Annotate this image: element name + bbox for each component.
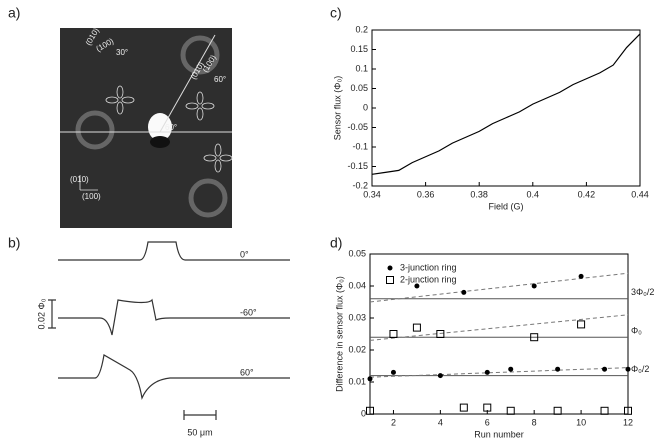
- panel-label: d): [330, 235, 342, 251]
- point: [555, 366, 561, 372]
- y-tick-label: 0: [361, 408, 366, 418]
- point: [600, 406, 609, 415]
- y-tick-label: 0.01: [348, 376, 366, 386]
- y-tick-label: -0.05: [347, 122, 368, 132]
- image-label: (100): [82, 192, 101, 201]
- y-tick-label: 0.03: [348, 312, 366, 322]
- legend-label: 2-junction ring: [400, 274, 457, 284]
- legend-label: 3-junction ring: [400, 262, 457, 272]
- point: [624, 406, 632, 415]
- y-axis-label: Difference in sensor flux (Φ₀): [334, 276, 344, 392]
- y-axis-label: Sensor flux (Φ₀): [332, 76, 342, 140]
- y-tick-label: 0.05: [348, 248, 366, 258]
- charts: 0.34 0.36 0.38 0.4 0.42 0.44 -0.2 -0.15 -0.1 -0.0…: [332, 24, 654, 439]
- fit-line: [369, 314, 629, 341]
- point: [602, 366, 608, 372]
- y-tick-label: -0.2: [352, 180, 368, 190]
- point: [414, 283, 420, 289]
- x-axis-label: Field (G): [488, 201, 523, 211]
- panel-label: c): [330, 5, 342, 21]
- x-tick-label: 8: [532, 417, 537, 427]
- x-tick-label: 0.4: [527, 189, 540, 199]
- plot-frame: [369, 253, 629, 415]
- point: [367, 376, 373, 382]
- profile-label: -60°: [240, 307, 257, 317]
- y-tick-label: 0.2: [355, 24, 368, 34]
- x-tick-label: 0.36: [417, 189, 435, 199]
- reference-label: 3Φ₀/2: [631, 287, 654, 297]
- data-line: [371, 33, 641, 175]
- x-tick-label: 10: [576, 417, 586, 427]
- y-tick-label: 0.1: [355, 63, 368, 73]
- panel-label: b): [8, 235, 20, 251]
- x-tick-label: 4: [438, 417, 443, 427]
- y-tick-label: -0.15: [347, 161, 368, 171]
- point: [484, 369, 490, 375]
- point: [436, 330, 445, 338]
- point: [553, 406, 562, 415]
- panel-label: a): [8, 5, 20, 21]
- point: [390, 369, 396, 375]
- point: [508, 366, 514, 372]
- legend-marker: [387, 265, 393, 271]
- y-tick-label: 0.02: [348, 344, 366, 354]
- image-panel: (010) (100) 30° (100) (010) 60° 60° (010…: [60, 26, 233, 228]
- point: [531, 283, 537, 289]
- fit-line: [369, 272, 629, 303]
- reference-label: Φ₀/2: [631, 364, 649, 374]
- x-tick-label: 0.42: [578, 189, 596, 199]
- x-tick-label: 0.38: [470, 189, 488, 199]
- y-tick-label: -0.1: [352, 141, 368, 151]
- point: [506, 406, 515, 415]
- point: [530, 333, 539, 342]
- legend-marker: [386, 276, 394, 284]
- x-tick-label: 0.44: [631, 189, 649, 199]
- image-label: 60°: [165, 123, 177, 132]
- profile-label: 60°: [240, 367, 254, 377]
- point: [459, 403, 468, 412]
- point: [437, 373, 443, 379]
- y-tick-label: 0.05: [350, 83, 368, 93]
- point: [577, 320, 586, 329]
- y-tick-label: 0.04: [348, 280, 366, 290]
- x-tick-label: 0.34: [363, 189, 381, 199]
- fit-line: [369, 367, 629, 378]
- profile-label: 0°: [240, 249, 249, 259]
- scale-label: 0.02 Φ₀: [36, 298, 46, 329]
- x-axis-label: Run number: [474, 429, 524, 439]
- point: [461, 289, 467, 295]
- image-label: (010): [70, 175, 89, 184]
- image-label: 60°: [214, 75, 226, 84]
- image-label: 30°: [116, 48, 128, 57]
- point: [389, 330, 398, 338]
- profile-panel: [48, 241, 290, 420]
- point: [412, 323, 421, 332]
- reference-label: Φ₀: [631, 326, 642, 336]
- x-tick-label: 6: [485, 417, 490, 427]
- x-tick-label: 2: [391, 417, 396, 427]
- point: [578, 273, 584, 279]
- y-tick-label: 0.15: [350, 44, 368, 54]
- scale-label: 50 μm: [187, 427, 212, 437]
- point: [366, 406, 374, 415]
- point: [483, 403, 492, 412]
- y-tick-label: 0: [363, 102, 368, 112]
- x-tick-label: 12: [623, 417, 633, 427]
- point: [625, 366, 631, 372]
